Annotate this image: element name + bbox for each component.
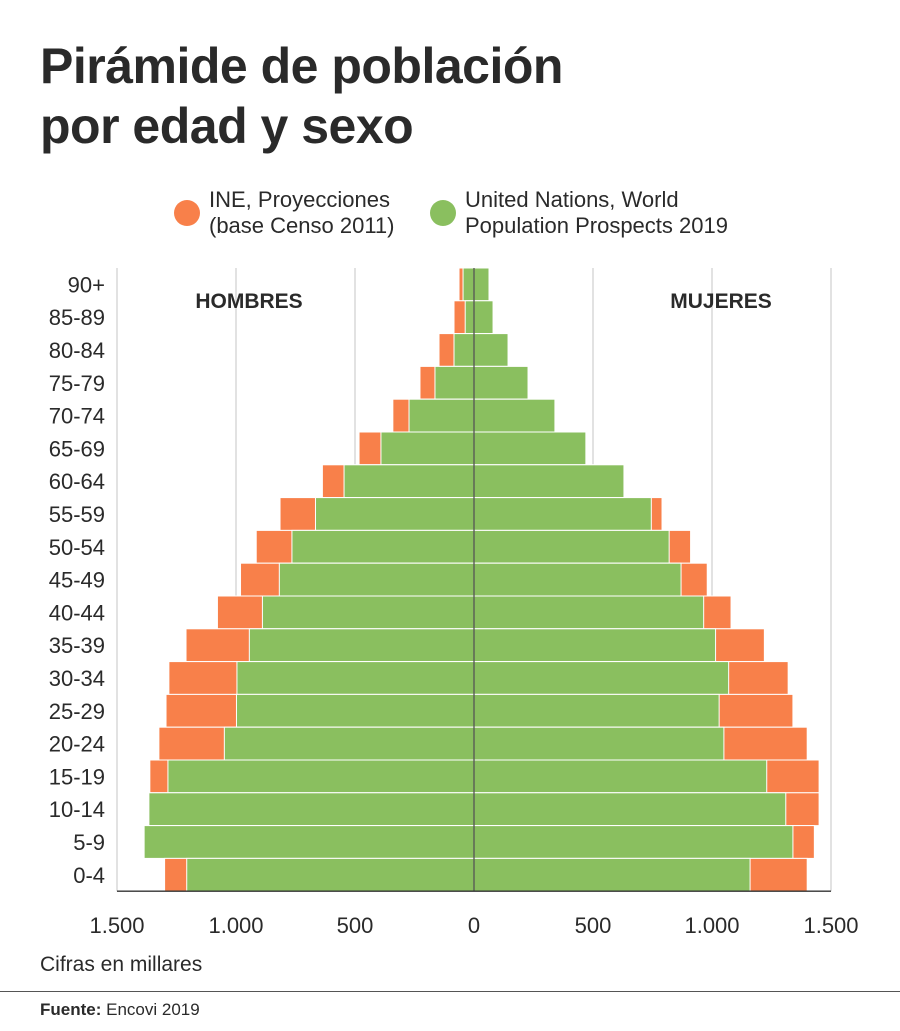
bar-mujeres-un xyxy=(473,726,725,761)
bar-hombres-un xyxy=(434,365,475,400)
bar-mujeres-un xyxy=(473,792,787,827)
age-label: 75-79 xyxy=(49,371,105,396)
age-label: 0-4 xyxy=(73,863,105,888)
age-label: 60-64 xyxy=(49,469,105,494)
bar-mujeres-un xyxy=(473,529,670,564)
bar-hombres-un xyxy=(464,300,475,335)
age-label: 90+ xyxy=(68,272,105,297)
x-tick-label: 500 xyxy=(575,913,612,938)
bar-mujeres-un xyxy=(473,595,705,630)
bar-hombres-un xyxy=(462,267,475,302)
bar-hombres-un xyxy=(453,333,475,367)
x-tick-label: 1.500 xyxy=(89,913,144,938)
bar-mujeres-un xyxy=(473,661,730,695)
bar-mujeres-un xyxy=(473,431,587,466)
age-label: 30-34 xyxy=(49,666,105,691)
age-label: 65-69 xyxy=(49,436,105,461)
x-tick-label: 0 xyxy=(468,913,480,938)
x-tick-label: 1.500 xyxy=(803,913,858,938)
age-label: 5-9 xyxy=(73,830,105,855)
bar-hombres-un xyxy=(314,497,475,531)
bar-hombres-un xyxy=(223,726,475,761)
group-label-hombres: HOMBRES xyxy=(195,290,302,313)
bar-mujeres-un xyxy=(473,628,717,663)
age-label: 85-89 xyxy=(49,305,105,330)
source-label: Fuente: xyxy=(40,1000,102,1019)
x-tick-label: 1.000 xyxy=(684,913,739,938)
source-text: Encovi 2019 xyxy=(106,1000,200,1019)
bar-hombres-un xyxy=(143,825,475,859)
source-line: Fuente: Encovi 2019 xyxy=(40,1000,200,1020)
x-tick-label: 1.000 xyxy=(208,913,263,938)
bar-mujeres-un xyxy=(473,398,556,433)
legend-label-ine: INE, Proyecciones (base Censo 2011) xyxy=(209,187,395,238)
age-label: 45-49 xyxy=(49,568,105,593)
bar-mujeres-un xyxy=(473,825,794,859)
age-label: 15-19 xyxy=(49,764,105,789)
bar-mujeres-un xyxy=(473,759,768,794)
bar-mujeres-un xyxy=(473,693,720,728)
legend-swatch-un xyxy=(430,200,456,226)
bar-mujeres-un xyxy=(473,267,490,302)
bar-mujeres-un xyxy=(473,365,529,400)
age-label: 10-14 xyxy=(49,797,105,822)
bar-mujeres-un xyxy=(473,464,625,499)
x-tick-label: 500 xyxy=(337,913,374,938)
bar-mujeres-un xyxy=(473,300,494,335)
age-label: 20-24 xyxy=(49,732,105,757)
source-divider xyxy=(0,991,900,992)
bar-mujeres-un xyxy=(473,857,751,892)
bar-hombres-un xyxy=(408,398,475,433)
bar-hombres-un xyxy=(148,792,475,827)
age-label: 35-39 xyxy=(49,633,105,658)
legend-label-un: United Nations, World Population Prospec… xyxy=(465,187,728,238)
age-label: 70-74 xyxy=(49,404,105,429)
units-note: Cifras en millares xyxy=(40,953,203,976)
bar-hombres-un xyxy=(291,529,475,564)
age-label: 50-54 xyxy=(49,535,105,560)
legend-item-ine: INE, Proyecciones (base Censo 2011) xyxy=(174,187,395,239)
population-pyramid-chart: 90+ 85-89 80-84 75-79 70-74 65-69 60-64 55-59 50… xyxy=(49,267,859,938)
legend-item-un: United Nations, World Population Prospec… xyxy=(430,187,728,239)
bar-hombres-un xyxy=(236,661,475,695)
bar-hombres-un xyxy=(235,693,475,728)
bar-hombres-un xyxy=(261,595,475,630)
chart-title: Pirámide de población por edad y sexo xyxy=(40,38,563,154)
bar-hombres-un xyxy=(167,759,475,794)
age-label: 40-44 xyxy=(49,600,105,625)
group-label-mujeres: MUJERES xyxy=(670,290,772,313)
bar-hombres-un xyxy=(186,857,475,892)
bar-mujeres-un xyxy=(473,497,652,531)
bar-hombres-un xyxy=(380,431,475,466)
bar-hombres-un xyxy=(343,464,475,499)
bar-hombres-un xyxy=(248,628,475,663)
age-label: 25-29 xyxy=(49,699,105,724)
bar-mujeres-un xyxy=(473,562,682,597)
bar-hombres-un xyxy=(278,562,475,597)
bar-mujeres-un xyxy=(473,333,509,367)
age-label: 55-59 xyxy=(49,502,105,527)
age-label: 80-84 xyxy=(49,338,105,363)
legend-swatch-ine xyxy=(174,200,200,226)
